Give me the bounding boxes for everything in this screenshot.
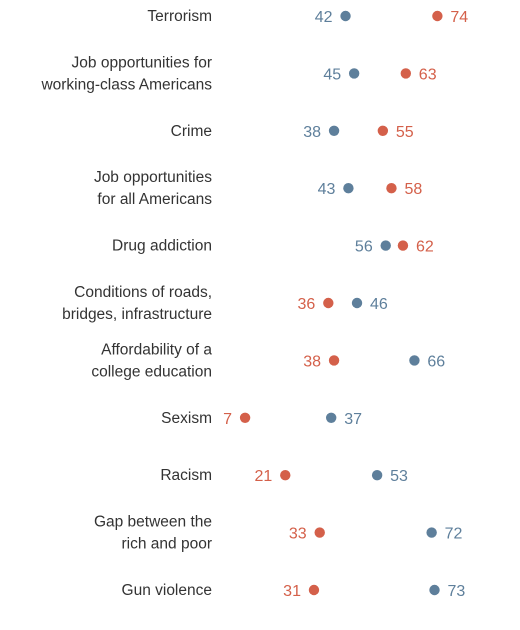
data-label: 38 xyxy=(303,353,321,370)
data-point xyxy=(340,10,351,22)
data-label: 74 xyxy=(450,9,468,26)
data-label: 72 xyxy=(445,526,463,543)
data-point xyxy=(328,355,340,366)
data-label: 43 xyxy=(318,181,336,198)
category-label: Job opportunities for xyxy=(72,54,212,71)
data-label: 46 xyxy=(370,296,388,313)
data-point xyxy=(429,584,440,596)
data-point xyxy=(239,412,251,423)
data-label: 7 xyxy=(223,411,232,428)
data-point xyxy=(371,470,383,481)
category-label: Gun violence xyxy=(122,582,212,599)
category-label: working-class Americans xyxy=(40,76,212,93)
data-label: 53 xyxy=(390,468,408,485)
category-label: Drug addiction xyxy=(112,238,212,255)
category-labels: Terrorism Job opportunities for working-cl… xyxy=(40,8,212,599)
data-point xyxy=(426,527,437,538)
category-label: college education xyxy=(91,363,212,380)
category-label: Terrorism xyxy=(147,8,212,25)
data-label: 56 xyxy=(355,239,373,256)
category-label: Sexism xyxy=(161,410,212,427)
data-label: 38 xyxy=(303,124,321,141)
data-point xyxy=(308,584,320,596)
category-label: Job opportunities xyxy=(94,169,212,186)
data-point xyxy=(400,68,412,79)
data-label: 37 xyxy=(344,411,362,428)
data-point xyxy=(280,470,291,481)
data-point xyxy=(343,183,354,194)
data-label: 21 xyxy=(254,468,272,485)
data-point xyxy=(348,68,360,79)
data-point xyxy=(432,10,443,22)
data-label: 58 xyxy=(404,181,422,198)
data-point xyxy=(397,240,409,251)
category-label: Racism xyxy=(160,467,212,484)
data-label: 66 xyxy=(427,353,445,370)
category-label: Conditions of roads, xyxy=(74,284,212,301)
data-point xyxy=(377,125,389,136)
category-label: bridges, infrastructure xyxy=(62,306,212,323)
data-point xyxy=(314,527,325,538)
data-point xyxy=(386,183,397,194)
data-point xyxy=(351,297,363,309)
category-label: Affordability of a xyxy=(101,341,212,358)
data-label: 45 xyxy=(323,66,341,83)
data-point xyxy=(409,355,420,366)
category-label: Gap between the xyxy=(94,514,212,531)
data-label: 36 xyxy=(298,296,316,313)
data-point xyxy=(323,297,334,309)
data-label: 62 xyxy=(416,239,434,256)
data-point xyxy=(380,240,391,251)
category-label: Crime xyxy=(171,123,212,140)
data-label: 55 xyxy=(396,124,414,141)
data-label: 42 xyxy=(315,9,333,26)
data-label: 63 xyxy=(419,66,437,83)
category-label: rich and poor xyxy=(122,536,212,553)
data-point xyxy=(325,412,337,423)
data-label: 31 xyxy=(283,583,301,600)
category-label: for all Americans xyxy=(97,191,212,208)
data-label: 73 xyxy=(448,583,466,600)
data-point xyxy=(328,125,340,136)
data-label: 33 xyxy=(289,526,307,543)
